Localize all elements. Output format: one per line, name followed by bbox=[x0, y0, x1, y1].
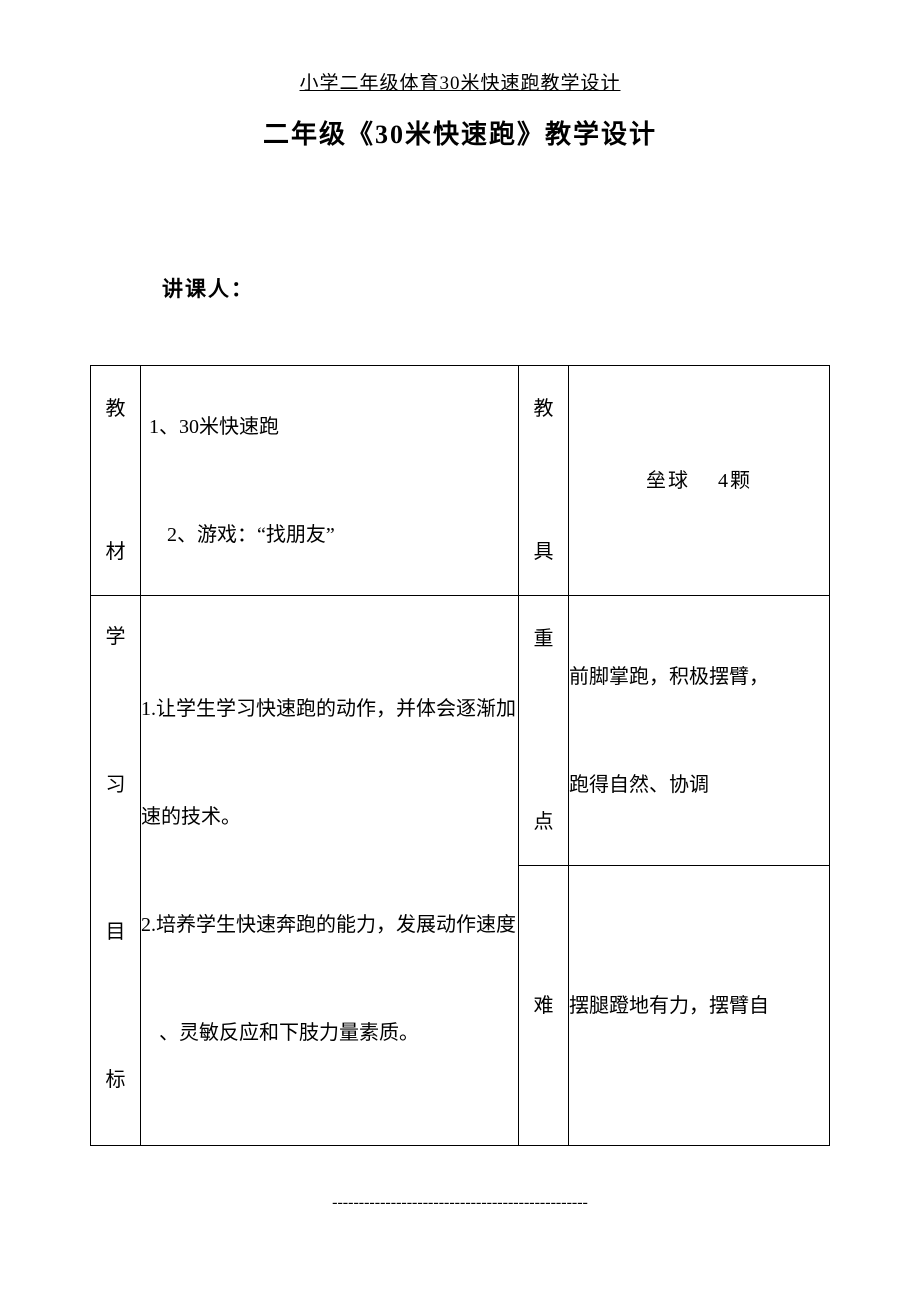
lesson-design-table: 教 材 1、30米快速跑 2、游戏：“找朋友” 教 具 垒球 4颗 学 习 目 bbox=[90, 365, 830, 1146]
tools-text: 垒球 4颗 bbox=[569, 466, 829, 496]
label-char: 材 bbox=[106, 537, 126, 567]
objective-2-line1: 2.培养学生快速奔跑的能力，发展动作速度 bbox=[141, 910, 518, 940]
objective-1-line2: 速的技术。 bbox=[141, 802, 518, 832]
difficulty-content-cell: 摆腿蹬地有力，摆臂自 bbox=[569, 866, 830, 1146]
label-char: 教 bbox=[106, 394, 126, 424]
label-char: 学 bbox=[106, 622, 126, 652]
main-title: 二年级《30米快速跑》教学设计 bbox=[90, 115, 830, 154]
label-char: 点 bbox=[534, 807, 554, 837]
label-char: 标 bbox=[106, 1065, 126, 1095]
objective-2-line2: 、灵敏反应和下肢力量素质。 bbox=[141, 1018, 518, 1048]
objectives-content-cell: 1.让学生学习快速跑的动作，并体会逐渐加 速的技术。 2.培养学生快速奔跑的能力… bbox=[141, 596, 519, 1146]
lecturer-label: 讲课人： bbox=[90, 274, 830, 306]
page-header-title: 小学二年级体育30米快速跑教学设计 bbox=[90, 70, 830, 99]
difficulty-label-cell: 难 bbox=[519, 866, 569, 1146]
objective-1-line1: 1.让学生学习快速跑的动作，并体会逐渐加 bbox=[141, 694, 518, 724]
label-char: 难 bbox=[534, 991, 554, 1021]
difficulty-line1: 摆腿蹬地有力，摆臂自 bbox=[569, 991, 829, 1021]
tools-label-cell: 教 具 bbox=[519, 366, 569, 596]
footer-separator: ----------------------------------------… bbox=[90, 1191, 830, 1215]
tools-content-cell: 垒球 4颗 bbox=[569, 366, 830, 596]
materials-line1: 1、30米快速跑 bbox=[149, 412, 510, 442]
keypoint-content-cell: 前脚掌跑，积极摆臂， 跑得自然、协调 bbox=[569, 596, 830, 866]
keypoint-label-cell: 重 点 bbox=[519, 596, 569, 866]
label-char: 教 bbox=[534, 394, 554, 424]
objectives-label-cell: 学 习 目 标 bbox=[91, 596, 141, 1146]
materials-content-cell: 1、30米快速跑 2、游戏：“找朋友” bbox=[141, 366, 519, 596]
label-char: 目 bbox=[106, 917, 126, 947]
keypoint-line2: 跑得自然、协调 bbox=[569, 770, 829, 800]
table-row-objectives-keypoint: 学 习 目 标 1.让学生学习快速跑的动作，并体会逐渐加 速的技术。 2.培养学… bbox=[91, 596, 830, 866]
label-char: 习 bbox=[106, 770, 126, 800]
label-char: 具 bbox=[534, 537, 554, 567]
materials-label-cell: 教 材 bbox=[91, 366, 141, 596]
keypoint-line1: 前脚掌跑，积极摆臂， bbox=[569, 662, 829, 692]
materials-line2: 2、游戏：“找朋友” bbox=[149, 520, 510, 550]
label-char: 重 bbox=[534, 624, 554, 654]
table-row-materials: 教 材 1、30米快速跑 2、游戏：“找朋友” 教 具 垒球 4颗 bbox=[91, 366, 830, 596]
